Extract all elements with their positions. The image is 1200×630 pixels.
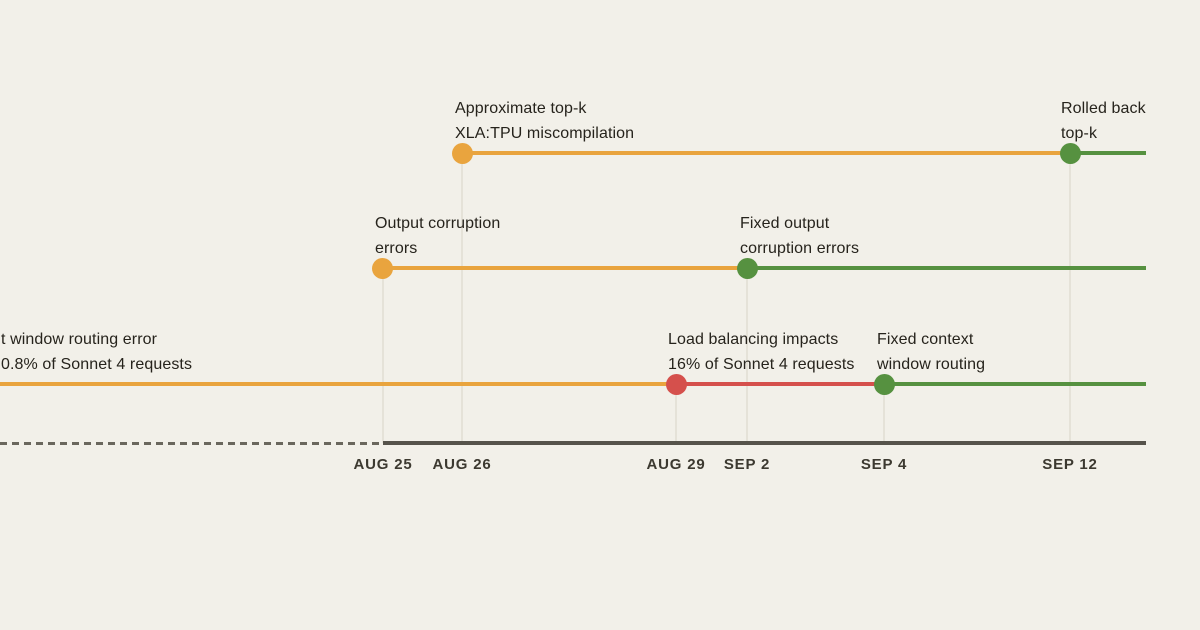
event-label: t window routing error 0.8% of Sonnet 4 r…	[1, 327, 192, 377]
event-label-line: Load balancing impacts	[668, 331, 839, 348]
event-dot	[451, 142, 473, 164]
event-segment	[884, 382, 1146, 386]
event-segment	[382, 266, 747, 270]
event-dot	[371, 257, 393, 279]
event-label: Output corruption errors	[375, 211, 500, 261]
event-label-line: Fixed context	[877, 331, 974, 348]
tick-label: SEP 4	[860, 456, 908, 473]
event-segment	[676, 382, 884, 386]
event-label-line: top-k	[1061, 125, 1098, 142]
event-dot	[736, 257, 758, 279]
event-segment	[0, 382, 676, 386]
event-label-line: errors	[375, 240, 418, 257]
gridline	[461, 153, 463, 443]
event-label: Fixed context window routing	[877, 327, 985, 377]
event-label-line: 0.8% of Sonnet 4 requests	[1, 356, 193, 373]
event-dot	[873, 373, 895, 395]
tick-label: SEP 12	[1042, 456, 1098, 473]
gridline	[1069, 153, 1071, 443]
event-segment	[1070, 151, 1146, 155]
event-dot	[665, 373, 687, 395]
event-label-line: Fixed output	[740, 215, 830, 232]
gridline	[746, 268, 748, 443]
event-label-line: Rolled back	[1061, 100, 1146, 117]
event-label-line: 16% of Sonnet 4 requests	[668, 356, 855, 373]
tick-label: AUG 26	[432, 456, 492, 473]
event-segment	[747, 266, 1146, 270]
event-label: Fixed output corruption errors	[740, 211, 859, 261]
axis-line	[383, 441, 1146, 445]
tick-label: AUG 25	[353, 456, 413, 473]
event-label-line: t window routing error	[1, 331, 158, 348]
event-label: Rolled back top-k	[1061, 96, 1146, 146]
event-label-line: Output corruption	[375, 215, 501, 232]
event-label-line: window routing	[877, 356, 986, 373]
event-dot	[1059, 142, 1081, 164]
event-label-line: corruption errors	[740, 240, 860, 257]
tick-label: SEP 2	[723, 456, 771, 473]
event-label: Load balancing impacts 16% of Sonnet 4 re…	[668, 327, 855, 377]
gridline	[675, 384, 677, 443]
gridline	[883, 384, 885, 443]
event-label-line: Approximate top-k	[455, 100, 587, 117]
gridline	[382, 268, 384, 443]
axis-dashed-line	[0, 441, 383, 445]
event-label-line: XLA:TPU miscompilation	[455, 125, 635, 142]
event-segment	[462, 151, 1070, 155]
tick-label: AUG 29	[646, 456, 706, 473]
event-label: Approximate top-k XLA:TPU miscompilation	[455, 96, 634, 146]
